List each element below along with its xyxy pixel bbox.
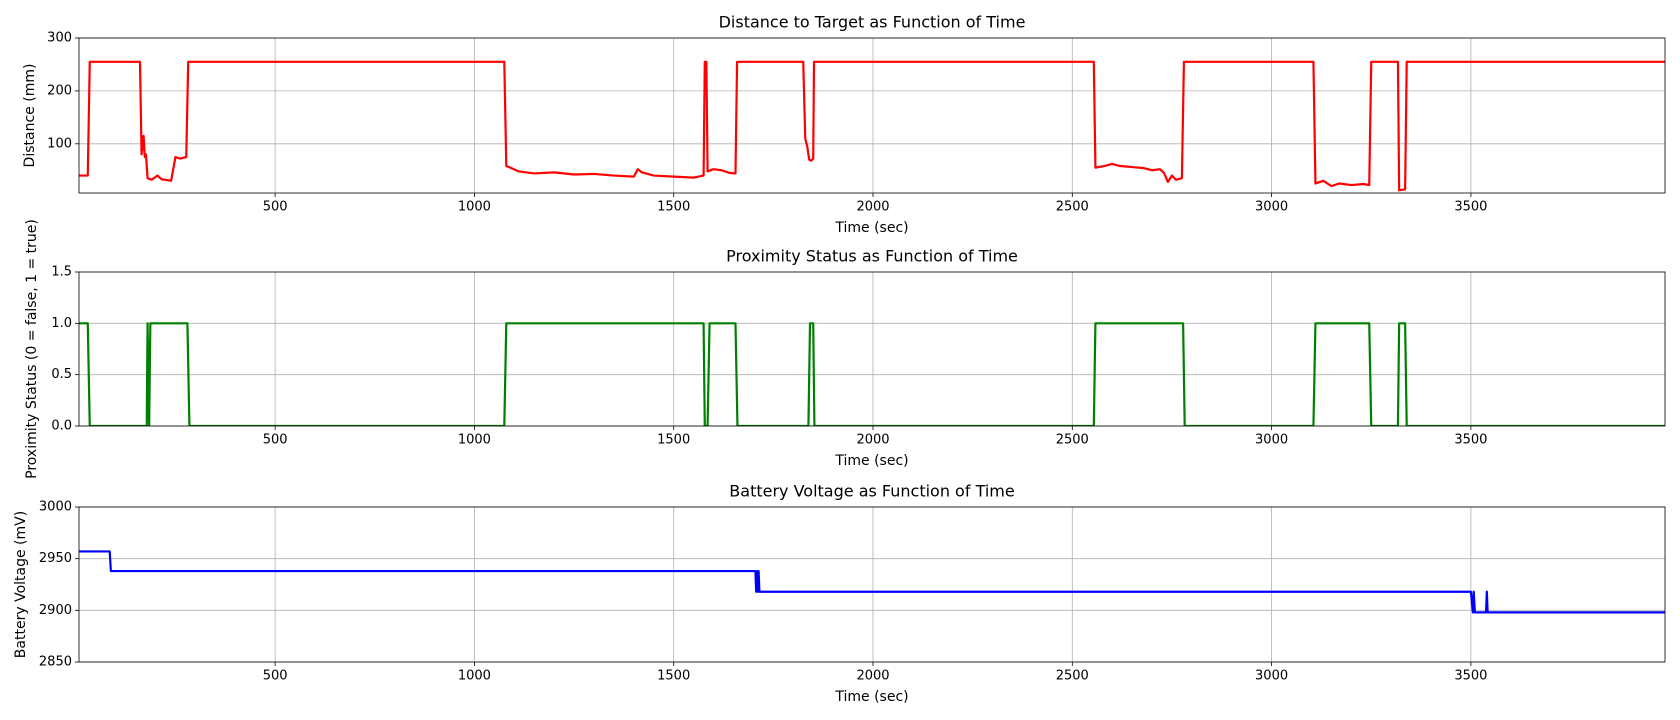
- y-tick-label: 0.5: [51, 367, 72, 382]
- x-tick-label: 3500: [1454, 200, 1487, 215]
- y-tick-label: 2900: [39, 603, 72, 618]
- x-tick-label: 1500: [657, 200, 690, 215]
- x-tick-label: 3000: [1255, 433, 1288, 448]
- y-tick-label: 2950: [39, 551, 72, 566]
- x-tick-label: 2500: [1056, 433, 1089, 448]
- chart-title: Battery Voltage as Function of Time: [729, 482, 1014, 501]
- y-tick-label: 1.5: [51, 265, 72, 280]
- axes-frame: [78, 506, 1666, 663]
- x-tick-label: 500: [263, 433, 288, 448]
- x-tick-label: 1500: [657, 433, 690, 448]
- x-tick-label: 2000: [856, 669, 889, 684]
- y-tick-label: 1.0: [51, 316, 72, 331]
- x-tick-label: 500: [263, 200, 288, 215]
- x-tick-label: 3000: [1255, 669, 1288, 684]
- data-line: [79, 322, 1665, 426]
- x-tick-label: 1500: [657, 669, 690, 684]
- x-axis-label: Time (sec): [834, 453, 908, 469]
- x-tick-label: 1000: [458, 433, 491, 448]
- x-tick-label: 2000: [856, 433, 889, 448]
- x-tick-label: 3000: [1255, 200, 1288, 215]
- axes-frame: [78, 37, 1666, 194]
- x-axis-label: Time (sec): [834, 689, 908, 705]
- data-line: [79, 550, 1665, 614]
- x-tick-label: 3500: [1454, 669, 1487, 684]
- x-axis-label: Time (sec): [834, 220, 908, 236]
- y-tick-label: 2850: [39, 655, 72, 670]
- y-tick-label: 300: [47, 31, 72, 46]
- x-tick-label: 2000: [856, 200, 889, 215]
- y-tick-label: 100: [47, 136, 72, 151]
- chart-title: Proximity Status as Function of Time: [726, 247, 1018, 266]
- x-tick-label: 3500: [1454, 433, 1487, 448]
- x-tick-label: 1000: [458, 669, 491, 684]
- y-axis-label: Proximity Status (0 = false, 1 = true): [24, 219, 40, 479]
- x-tick-label: 500: [263, 669, 288, 684]
- data-line: [79, 60, 1665, 192]
- y-axis-label: Battery Voltage (mV): [13, 511, 29, 658]
- axes-frame: [78, 271, 1666, 427]
- y-tick-label: 0.0: [51, 419, 72, 434]
- x-tick-label: 2500: [1056, 669, 1089, 684]
- y-axis-label: Distance (mm): [22, 64, 38, 168]
- x-tick-label: 1000: [458, 200, 491, 215]
- x-tick-label: 2500: [1056, 200, 1089, 215]
- chart-title: Distance to Target as Function of Time: [719, 13, 1026, 32]
- y-tick-label: 200: [47, 83, 72, 98]
- y-tick-label: 3000: [39, 500, 72, 515]
